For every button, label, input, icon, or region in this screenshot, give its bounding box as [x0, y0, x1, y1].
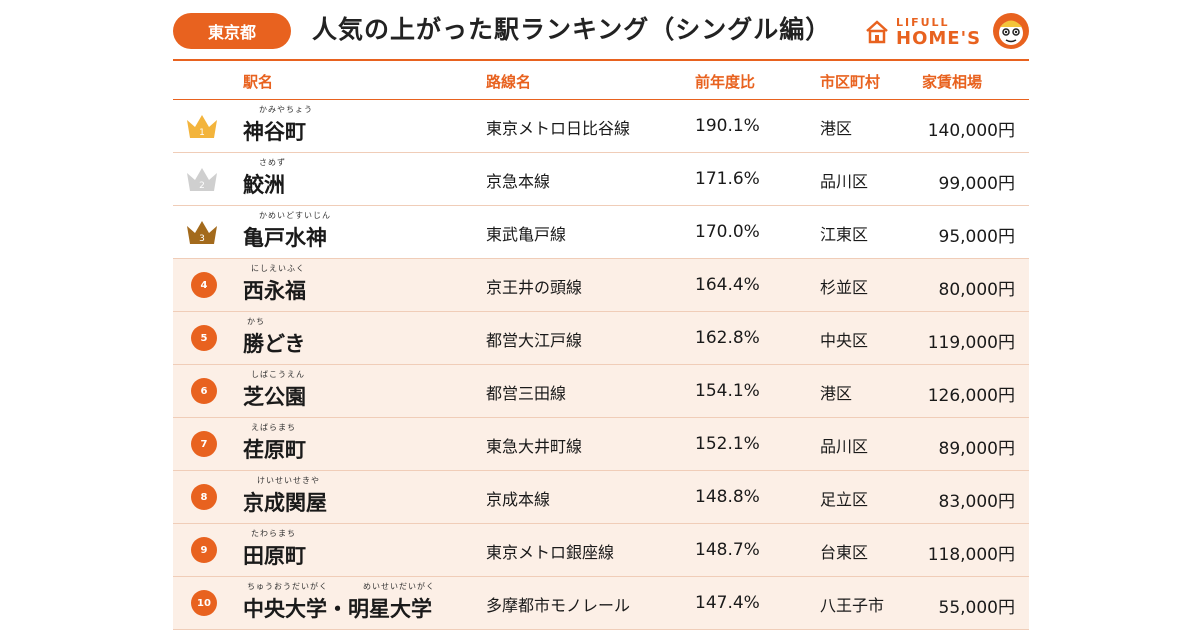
rank-badge: 8 — [191, 484, 217, 510]
house-icon — [866, 20, 888, 44]
rent-price: 55,000円 — [938, 598, 1015, 618]
station-name: 鮫洲 — [243, 173, 285, 197]
line-name: 多摩都市モノレール — [486, 596, 631, 615]
city-name: 八王子市 — [820, 596, 885, 615]
mascot-icon — [993, 13, 1029, 49]
column-header-rent: 家賃相場 — [922, 73, 983, 91]
station-ruby: にしえいふく — [251, 264, 305, 273]
rent-price: 119,000円 — [927, 333, 1015, 353]
station-ruby: えばらまち — [251, 423, 296, 432]
yoy-ratio: 154.1% — [695, 381, 760, 401]
station-name: 田原町 — [243, 544, 306, 568]
line-name: 東急大井町線 — [486, 437, 583, 456]
rank-badge: 7 — [191, 431, 217, 457]
table-row: 7 えばらまち 荏原町 東急大井町線 152.1% 品川区 89,000円 — [173, 418, 1029, 471]
yoy-ratio: 148.8% — [695, 487, 760, 507]
rent-price: 99,000円 — [938, 174, 1015, 194]
silver-crown-icon: 2 — [187, 168, 217, 191]
column-header-city: 市区町村 — [820, 73, 881, 91]
station-name: 荏原町 — [243, 438, 306, 462]
city-name: 港区 — [820, 119, 853, 138]
station-ruby: たわらまち — [251, 529, 296, 538]
station-ruby: けいせいせきや — [257, 476, 320, 485]
column-header-station: 駅名 — [243, 73, 274, 91]
table-row: 4 にしえいふく 西永福 京王井の頭線 164.4% 杉並区 80,000円 — [173, 259, 1029, 312]
rank-badge: 9 — [191, 537, 217, 563]
rank-number: 2 — [199, 181, 205, 191]
bronze-crown-icon: 3 — [187, 221, 217, 244]
yoy-ratio: 190.1% — [695, 116, 760, 136]
line-name: 京王井の頭線 — [486, 278, 583, 297]
city-name: 台東区 — [820, 543, 869, 562]
yoy-ratio: 162.8% — [695, 328, 760, 348]
table-header: 駅名 路線名 前年度比 市区町村 家賃相場 — [173, 59, 1029, 100]
rank-badge: 6 — [191, 378, 217, 404]
station-name: 勝どき — [243, 332, 306, 356]
table-row: 3 かめいどすいじん 亀戸水神 東武亀戸線 170.0% 江東区 95,000円 — [173, 206, 1029, 259]
logo-homes-text: HOME'S — [896, 27, 982, 49]
yoy-ratio: 148.7% — [695, 540, 760, 560]
yoy-ratio: 147.4% — [695, 593, 760, 613]
yoy-ratio: 164.4% — [695, 275, 760, 295]
station-ruby: さめず — [259, 158, 286, 167]
rank-number: 3 — [199, 234, 205, 244]
station-ruby: しばこうえん — [251, 370, 305, 379]
line-name: 京急本線 — [486, 172, 551, 191]
region-badge: 東京都 — [173, 13, 291, 49]
rent-price: 89,000円 — [938, 439, 1015, 459]
header: 東京都 人気の上がった駅ランキング（シングル編） LIFULL HOME'S — [0, 0, 1200, 64]
station-ruby: かめいどすいじん — [259, 211, 331, 220]
city-name: 杉並区 — [820, 278, 869, 297]
rent-price: 118,000円 — [927, 545, 1015, 565]
rent-price: 140,000円 — [927, 121, 1015, 141]
city-name: 江東区 — [820, 225, 869, 244]
station-name: 中央大学・明星大学 — [243, 597, 432, 621]
lifull-homes-logo: LIFULL HOME'S — [864, 14, 981, 50]
rank-badge: 5 — [191, 325, 217, 351]
column-header-line: 路線名 — [486, 73, 532, 91]
line-name: 東武亀戸線 — [486, 225, 567, 244]
line-name: 京成本線 — [486, 490, 551, 509]
station-name: 京成関屋 — [243, 491, 327, 515]
table-row: 1 かみやちょう 神谷町 東京メトロ日比谷線 190.1% 港区 140,000… — [173, 100, 1029, 153]
column-header-yoy: 前年度比 — [695, 73, 756, 91]
table-row: 5 かち 勝どき 都営大江戸線 162.8% 中央区 119,000円 — [173, 312, 1029, 365]
line-name: 都営大江戸線 — [486, 331, 583, 350]
table-row: 2 さめず 鮫洲 京急本線 171.6% 品川区 99,000円 — [173, 153, 1029, 206]
rent-price: 83,000円 — [938, 492, 1015, 512]
city-name: 足立区 — [820, 490, 869, 509]
station-name: 西永福 — [243, 279, 306, 303]
line-name: 東京メトロ日比谷線 — [486, 119, 631, 138]
station-name: 亀戸水神 — [243, 226, 327, 250]
station-ruby: かみやちょう — [259, 105, 313, 114]
yoy-ratio: 152.1% — [695, 434, 760, 454]
table-row: 9 たわらまち 田原町 東京メトロ銀座線 148.7% 台東区 118,000円 — [173, 524, 1029, 577]
city-name: 品川区 — [820, 172, 869, 191]
rent-price: 80,000円 — [938, 280, 1015, 300]
station-ruby: かち — [247, 317, 265, 326]
station-ruby: ちゅうおうだいがく — [247, 582, 328, 591]
rank-number: 1 — [199, 128, 205, 138]
rent-price: 95,000円 — [938, 227, 1015, 247]
line-name: 都営三田線 — [486, 384, 567, 403]
line-name: 東京メトロ銀座線 — [486, 543, 615, 562]
station-ruby-second: めいせいだいがく — [363, 582, 435, 591]
rent-price: 126,000円 — [927, 386, 1015, 406]
yoy-ratio: 170.0% — [695, 222, 760, 242]
ranking-table: 駅名 路線名 前年度比 市区町村 家賃相場 1 かみやちょう 神谷町 東京メトロ… — [173, 59, 1029, 630]
city-name: 品川区 — [820, 437, 869, 456]
table-row: 10 ちゅうおうだいがく めいせいだいがく 中央大学・明星大学 多摩都市モノレー… — [173, 577, 1029, 630]
rank-badge: 4 — [191, 272, 217, 298]
table-row: 8 けいせいせきや 京成関屋 京成本線 148.8% 足立区 83,000円 — [173, 471, 1029, 524]
logo-lifull-text: LIFULL — [896, 15, 950, 29]
station-name: 神谷町 — [243, 120, 306, 144]
rank-badge: 10 — [191, 590, 217, 616]
page-title: 人気の上がった駅ランキング（シングル編） — [312, 15, 832, 44]
yoy-ratio: 171.6% — [695, 169, 760, 189]
city-name: 港区 — [820, 384, 853, 403]
city-name: 中央区 — [820, 331, 869, 350]
station-name: 芝公園 — [243, 385, 306, 409]
gold-crown-icon: 1 — [187, 115, 217, 138]
table-row: 6 しばこうえん 芝公園 都営三田線 154.1% 港区 126,000円 — [173, 365, 1029, 418]
